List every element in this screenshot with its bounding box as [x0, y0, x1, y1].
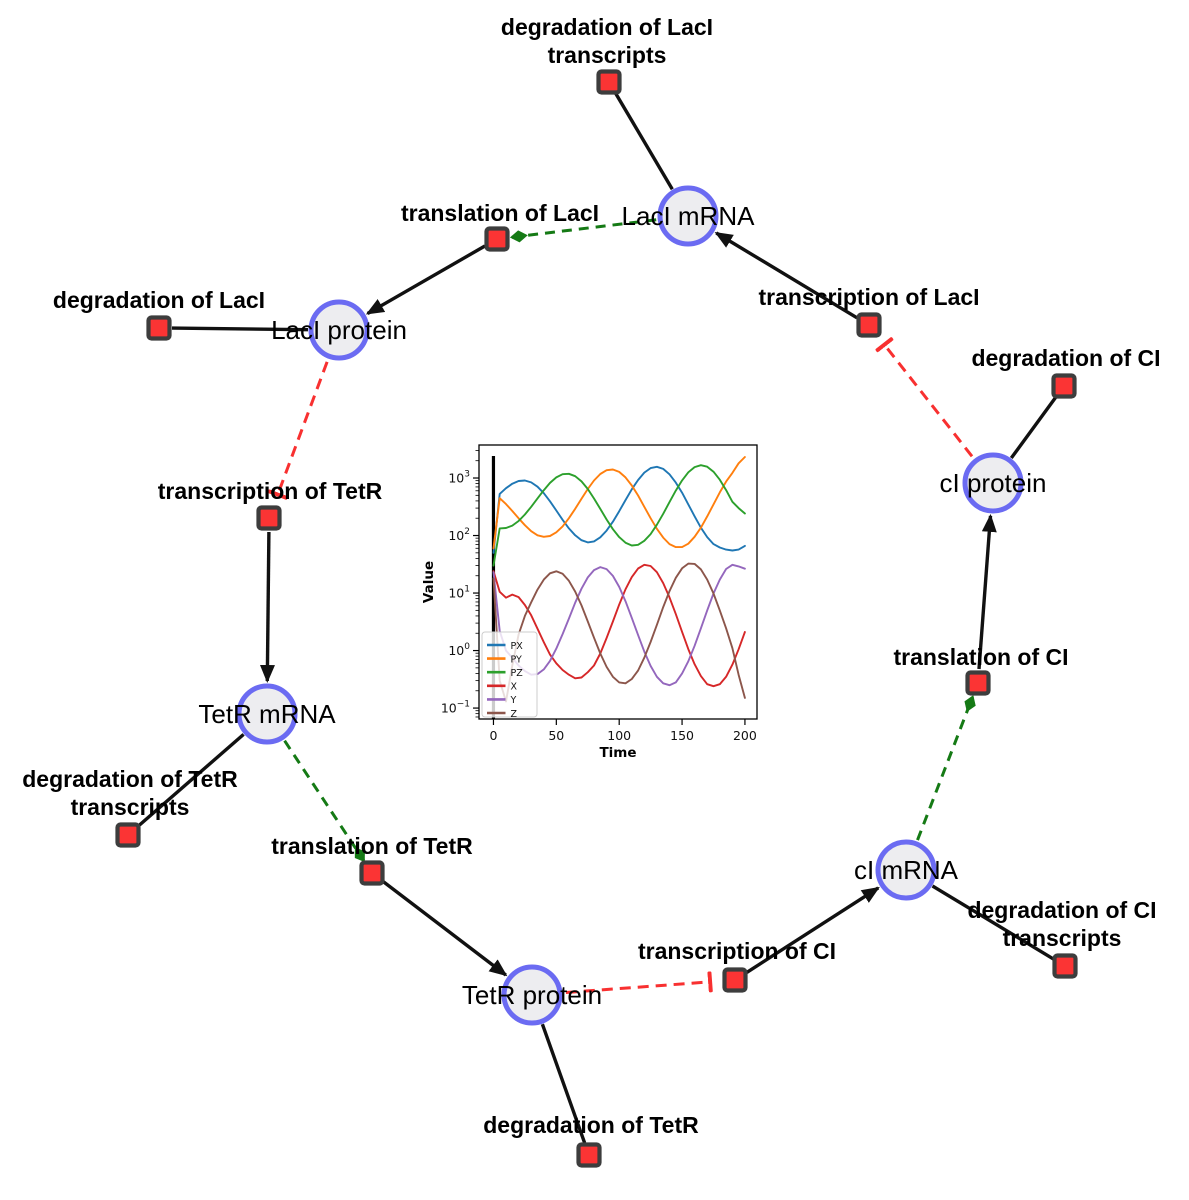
reaction-label-transcription_ci: transcription of CI [638, 938, 836, 964]
edge-production-translation_ci-to-ci_protein [977, 513, 997, 670]
edge-consumption-ci_protein-to-deg_ci [1009, 395, 1058, 460]
reaction-node-deg_laci_tx [596, 69, 622, 95]
reaction-label-deg_tetr: degradation of TetR [483, 1112, 699, 1138]
reaction-node-deg_tetr_tx [115, 822, 141, 848]
y-tick-label: 101 [448, 585, 470, 601]
x-tick-label: 100 [607, 728, 631, 743]
x-tick-label: 50 [548, 728, 564, 743]
chart-x-axis-label: Time [599, 745, 636, 761]
reaction-node-transcription_laci [856, 312, 882, 338]
reaction-label-translation_tetr: translation of TetR [271, 833, 473, 859]
legend-label-y: Y [510, 695, 517, 706]
species-label-laci_mrna: LacI mRNA [622, 201, 756, 231]
reaction-label-transcription_laci: transcription of LacI [758, 284, 979, 310]
edge-inhibition-laci_protein-to-transcription_tetr [267, 361, 329, 500]
legend-label-pz: PZ [511, 668, 524, 679]
edge-inhibition-ci_protein-to-transcription_laci [875, 337, 974, 458]
species-node-tetr_protein [501, 964, 563, 1026]
edge-modifier-tetr_mrna-to-translation_tetr [283, 739, 365, 863]
edge-production-transcription_laci-to-laci_mrna [714, 231, 858, 320]
reaction-node-transcription_tetr [256, 505, 282, 531]
species-label-ci_protein: cI protein [940, 468, 1047, 498]
chart-series-px [492, 465, 746, 554]
reaction-node-deg_laci [146, 315, 172, 341]
edge-consumption-tetr_mrna-to-deg_tetr_tx [136, 733, 245, 828]
species-node-ci_protein [962, 452, 1024, 514]
species-node-tetr_mrna [236, 683, 298, 745]
chart-background [420, 428, 776, 766]
x-tick-label: 0 [489, 728, 497, 743]
chart-series-py [492, 456, 746, 550]
species-label-tetr_mrna: TetR mRNA [198, 699, 336, 729]
reaction-label-deg_ci_tx: degradation of CI transcripts [967, 897, 1156, 951]
labels-layer: degradation of LacI transcripts translatio… [22, 14, 1160, 1138]
chart-y-axis-label: Value [421, 561, 437, 603]
edge-production-transcription_ci-to-ci_mrna [745, 886, 880, 974]
chart-series-pz [492, 464, 746, 567]
reaction-node-translation_tetr [359, 860, 385, 886]
species-node-laci_protein [308, 299, 370, 361]
legend-label-x: X [511, 682, 518, 693]
reaction-node-deg_tetr [576, 1142, 602, 1168]
edge-consumption-laci_mrna-to-deg_laci_tx [614, 92, 674, 191]
species-node-ci_mrna [875, 839, 937, 901]
edge-consumption-tetr_protein-to-deg_tetr [540, 1023, 587, 1144]
reaction-label-translation_ci: translation of CI [893, 644, 1068, 670]
legend-box [481, 631, 538, 718]
reaction-node-deg_ci [1051, 373, 1077, 399]
reaction-label-translation_laci: translation of LacI [401, 200, 599, 226]
edge-production-translation_laci-to-laci_protein [365, 244, 486, 315]
y-tick-label: 102 [448, 527, 470, 543]
edge-consumption-ci_mrna-to-deg_ci_tx [931, 884, 1055, 961]
reaction-label-deg_laci_tx: degradation of LacI transcripts [501, 14, 713, 68]
y-tick-label: 10−1 [441, 700, 470, 716]
edge-consumption-laci_protein-to-deg_laci [171, 326, 309, 332]
chart-ticks: 0 50 100 150 200 103 102 101 100 10−1 [441, 450, 757, 743]
reaction-label-deg_tetr_tx: degradation of TetR transcripts [22, 766, 238, 820]
legend-label-px: PX [511, 641, 524, 652]
reaction-label-deg_ci: degradation of CI [971, 345, 1160, 371]
reaction-node-translation_laci [484, 226, 510, 252]
species-label-laci_protein: LacI protein [271, 315, 407, 345]
y-tick-label: 100 [448, 642, 470, 658]
inset-chart: 0 50 100 150 20010310210110010−1TimeValuePXP… [420, 428, 776, 766]
chart-axes-frame [478, 444, 758, 720]
edge-modifier-ci_mrna-to-translation_ci [916, 695, 976, 841]
species-label-tetr_protein: TetR protein [462, 980, 602, 1010]
legend-label-py: PY [511, 654, 523, 665]
edge-production-transcription_tetr-to-tetr_mrna [259, 531, 275, 683]
reaction-label-deg_laci: degradation of LacI [53, 287, 265, 313]
x-tick-label: 200 [733, 728, 757, 743]
reaction-node-deg_ci_tx [1052, 953, 1078, 979]
legend-label-z: Z [511, 709, 518, 720]
chart-series-x [492, 563, 746, 688]
x-tick-label: 150 [670, 728, 694, 743]
reaction-node-translation_ci [965, 670, 991, 696]
reaction-node-transcription_ci [722, 967, 748, 993]
chart-series-z [492, 562, 746, 703]
species-label-ci_mrna: cI mRNA [854, 855, 959, 885]
chart-legend: PX PY PZ XYZ [481, 631, 538, 720]
edge-production-translation_tetr-to-tetr_protein [382, 880, 508, 977]
nodes-layer [115, 69, 1078, 1168]
reaction-label-transcription_tetr: transcription of TetR [158, 478, 383, 504]
y-tick-label: 103 [448, 470, 470, 486]
species-node-laci_mrna [657, 185, 719, 247]
edge-modifier-laci_mrna-to-translation_laci [509, 218, 657, 243]
edges-layer [136, 92, 1058, 1144]
edge-inhibition-tetr_protein-to-transcription_ci [565, 971, 713, 994]
